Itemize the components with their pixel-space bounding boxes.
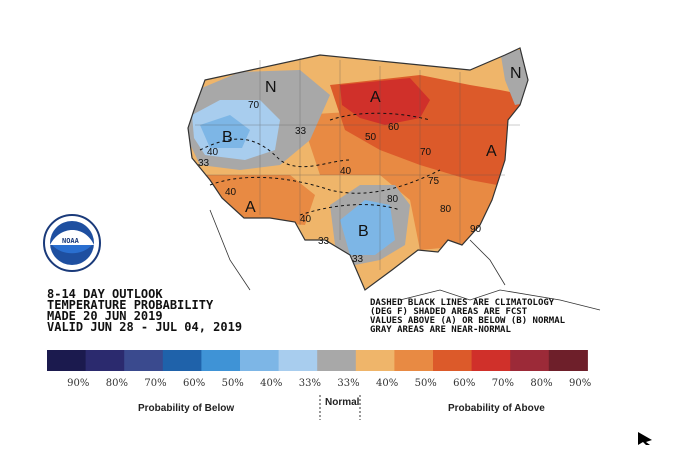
outlook-line-4: VALID JUN 28 - JUL 04, 2019 [47,320,242,334]
contour-label: 75 [428,176,440,187]
legend-swatch [317,350,357,371]
legend-swatch [433,350,473,371]
letter-b-west: B [222,129,233,146]
notes-line-1: DASHED BLACK LINES ARE CLIMATOLOGY [370,298,555,308]
contour-labels: 70 33 40 33 40 50 60 40 80 40 33 33 70 7… [198,100,482,265]
legend-swatch [394,350,434,371]
region-70-above [340,78,430,125]
legend-swatch [47,350,87,371]
contour-label: 60 [388,122,400,133]
contour-label: 33 [352,254,364,265]
contour-label: 33 [295,126,307,137]
outlook-title: 8-14 DAY OUTLOOK TEMPERATURE PROBABILITY… [47,287,242,334]
letter-n-west: N [265,79,277,96]
contour-label: 70 [420,147,432,158]
contour-label: 40 [225,187,237,198]
legend-tick-label: 80% [106,378,128,389]
outlook-line-3: MADE 20 JUN 2019 [47,309,163,323]
legend-swatch [240,350,280,371]
legend-tick-label: 70% [144,378,166,389]
legend-tick-label: 50% [415,378,437,389]
legend-tick-label: 40% [260,378,282,389]
logo-text: NOAA [62,237,80,245]
letter-n-northeast: N [510,65,522,82]
legend-ticks: 90% 80% 70% 60% 50% 40% 33% 33% 40% 50% 60% 70% 80% 9… [67,378,591,389]
legend-swatch [548,350,588,371]
us-map [180,40,601,311]
outlook-line-1: 8-14 DAY OUTLOOK [47,287,163,301]
noaa-logo: NOAA [43,214,101,272]
legend-swatch [510,350,550,371]
legend-below-label: Probability of Below [138,403,234,414]
legend-color-bar [47,350,588,371]
notes-line-3: VALUES ABOVE (A) OR BELOW (B) NORMAL [370,316,566,326]
legend-tick-label: 60% [183,378,205,389]
contour-label: 80 [440,204,452,215]
legend-tick-label: 50% [222,378,244,389]
legend-tick-label: 33% [337,378,359,389]
legend-tick-label: 60% [453,378,475,389]
legend-swatch [471,350,511,371]
contour-label: 40 [207,147,219,158]
legend-tick-label: 40% [376,378,398,389]
region-south-below [340,200,395,255]
legend-swatch [201,350,241,371]
contour-label: 40 [300,214,312,225]
contour-label: 70 [248,100,260,111]
legend-swatch [278,350,318,371]
outlook-notes: DASHED BLACK LINES ARE CLIMATOLOGY (DEG … [370,298,566,335]
legend-swatch [355,350,395,371]
legend-tick-label: 70% [492,378,514,389]
contour-label: 90 [470,224,482,235]
legend-swatch [162,350,202,371]
region-letters: N B A A A B N [222,65,522,240]
notes-line-4: GRAY AREAS ARE NEAR-NORMAL [370,325,511,335]
notes-line-2: (DEG F) SHADED AREAS ARE FCST [370,307,528,317]
letter-a-east: A [486,143,497,160]
letter-a-southwest: A [245,199,256,216]
legend-above-label: Probability of Above [448,403,545,414]
contour-label: 33 [318,236,330,247]
legend-tick-label: 90% [67,378,89,389]
legend-tick-label: 33% [299,378,321,389]
contour-label: 80 [387,194,399,205]
letter-b-south: B [358,223,369,240]
legend-normal-label: Normal [325,397,360,408]
contour-label: 50 [365,132,377,143]
region-ne-normal [500,50,528,105]
legend-tick-label: 90% [569,378,591,389]
contour-label: 40 [340,166,352,177]
mouse-cursor-icon [638,432,652,445]
outlook-line-2: TEMPERATURE PROBABILITY [47,298,214,312]
legend-swatch [85,350,125,371]
contour-label: 33 [198,158,210,169]
letter-a-north: A [370,89,381,106]
legend-swatch [124,350,164,371]
legend-tick-label: 80% [530,378,552,389]
